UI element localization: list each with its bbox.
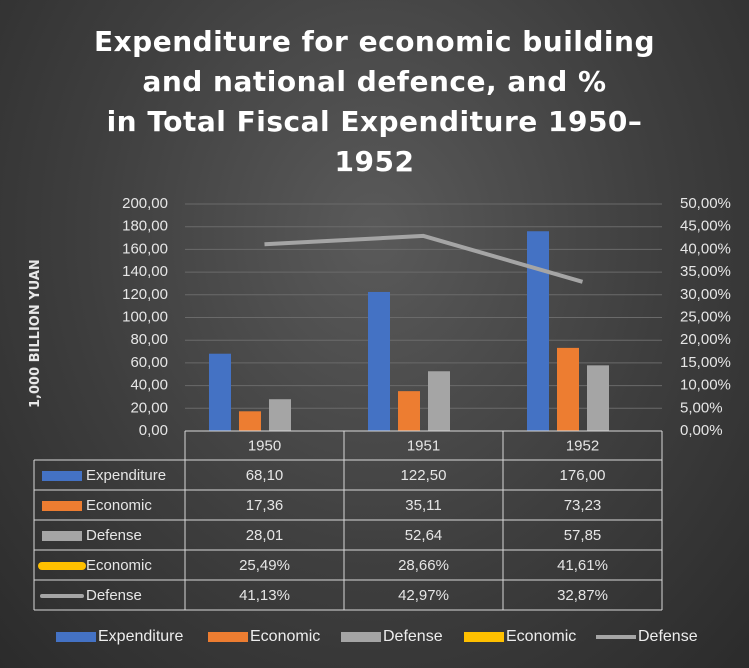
bar-expenditure-1951 <box>368 291 390 431</box>
legend-swatch-economic <box>464 632 504 642</box>
table-row-label: Expenditure <box>86 467 166 484</box>
bar-economic-1950 <box>239 411 261 431</box>
y-tick-label: 20,00 <box>130 399 168 416</box>
table-cell: 57,85 <box>564 527 602 544</box>
table-key-expenditure <box>42 471 82 481</box>
table-cell: 35,11 <box>405 497 441 514</box>
table-cell: 28,01 <box>246 527 284 544</box>
title-line-2: and national defence, and % <box>142 65 607 98</box>
legend-swatch-defense <box>341 632 381 642</box>
y2-tick-label: 50,00% <box>680 195 731 212</box>
y-tick-label: 180,00 <box>122 218 168 235</box>
table-cell: 28,66% <box>398 557 449 574</box>
y-tick-label: 160,00 <box>122 240 168 257</box>
y-tick-label: 0,00 <box>139 422 168 439</box>
legend-swatch-economic <box>208 632 248 642</box>
y-tick-label: 60,00 <box>130 354 168 371</box>
y2-tick-label: 30,00% <box>680 286 731 303</box>
bar-defense-1950 <box>269 399 291 431</box>
bar-economic-1952 <box>557 347 579 431</box>
table-row-label: Economic <box>86 557 152 574</box>
bar-defense-1952 <box>587 365 609 431</box>
y-tick-label: 40,00 <box>130 377 168 394</box>
legend-swatch-expenditure <box>56 632 96 642</box>
legend-label: Expenditure <box>98 628 183 645</box>
table-key-economic <box>42 501 82 511</box>
legend-label: Economic <box>250 628 320 645</box>
table-row-label: Defense <box>86 587 142 604</box>
y2-tick-label: 25,00% <box>680 308 731 325</box>
y-tick-label: 120,00 <box>122 286 168 303</box>
table-cell: 32,87% <box>557 587 608 604</box>
y2-tick-label: 40,00% <box>680 240 731 257</box>
title-line-3: in Total Fiscal Expenditure 1950– <box>106 105 643 138</box>
table-cell: 25,49% <box>239 557 290 574</box>
legend-label: Defense <box>638 628 698 645</box>
table-row-label: Economic <box>86 497 152 514</box>
table-cell: 73,23 <box>564 497 602 514</box>
y2-tick-label: 10,00% <box>680 377 731 394</box>
table-key-defense <box>42 531 82 541</box>
table-header-1952: 1952 <box>566 437 599 454</box>
y2-tick-label: 0,00% <box>680 422 723 439</box>
table-cell: 176,00 <box>560 467 606 484</box>
table-header-1951: 1951 <box>407 437 440 454</box>
table-cell: 68,10 <box>246 467 284 484</box>
table-cell: 42,97% <box>398 587 449 604</box>
legend-label: Defense <box>383 628 443 645</box>
title-line-1: Expenditure for economic building <box>93 25 656 58</box>
y-tick-label: 80,00 <box>130 331 168 348</box>
y2-tick-label: 5,00% <box>680 399 723 416</box>
bar-expenditure-1950 <box>209 353 231 431</box>
table-header-1950: 1950 <box>248 437 281 454</box>
chart-title: Expenditure for economic building and na… <box>0 22 749 182</box>
table-cell: 52,64 <box>405 527 443 544</box>
table-cell: 122,50 <box>401 467 447 484</box>
y2-tick-label: 45,00% <box>680 218 731 235</box>
table-cell: 17,36 <box>246 497 284 514</box>
bar-economic-1951 <box>398 391 420 431</box>
table-cell: 41,61% <box>557 557 608 574</box>
y-tick-label: 200,00 <box>122 195 168 212</box>
bar-expenditure-1952 <box>527 231 549 431</box>
y2-tick-label: 35,00% <box>680 263 731 280</box>
y-tick-label: 100,00 <box>122 308 168 325</box>
line-defense <box>264 233 584 284</box>
table-cell: 41,13% <box>239 587 290 604</box>
title-line-4: 1952 <box>334 145 415 178</box>
y-tick-label: 140,00 <box>122 263 168 280</box>
bar-defense-1951 <box>428 371 450 431</box>
table-row-label: Defense <box>86 527 142 544</box>
y2-tick-label: 15,00% <box>680 354 731 371</box>
y2-tick-label: 20,00% <box>680 331 731 348</box>
legend-label: Economic <box>506 628 576 645</box>
